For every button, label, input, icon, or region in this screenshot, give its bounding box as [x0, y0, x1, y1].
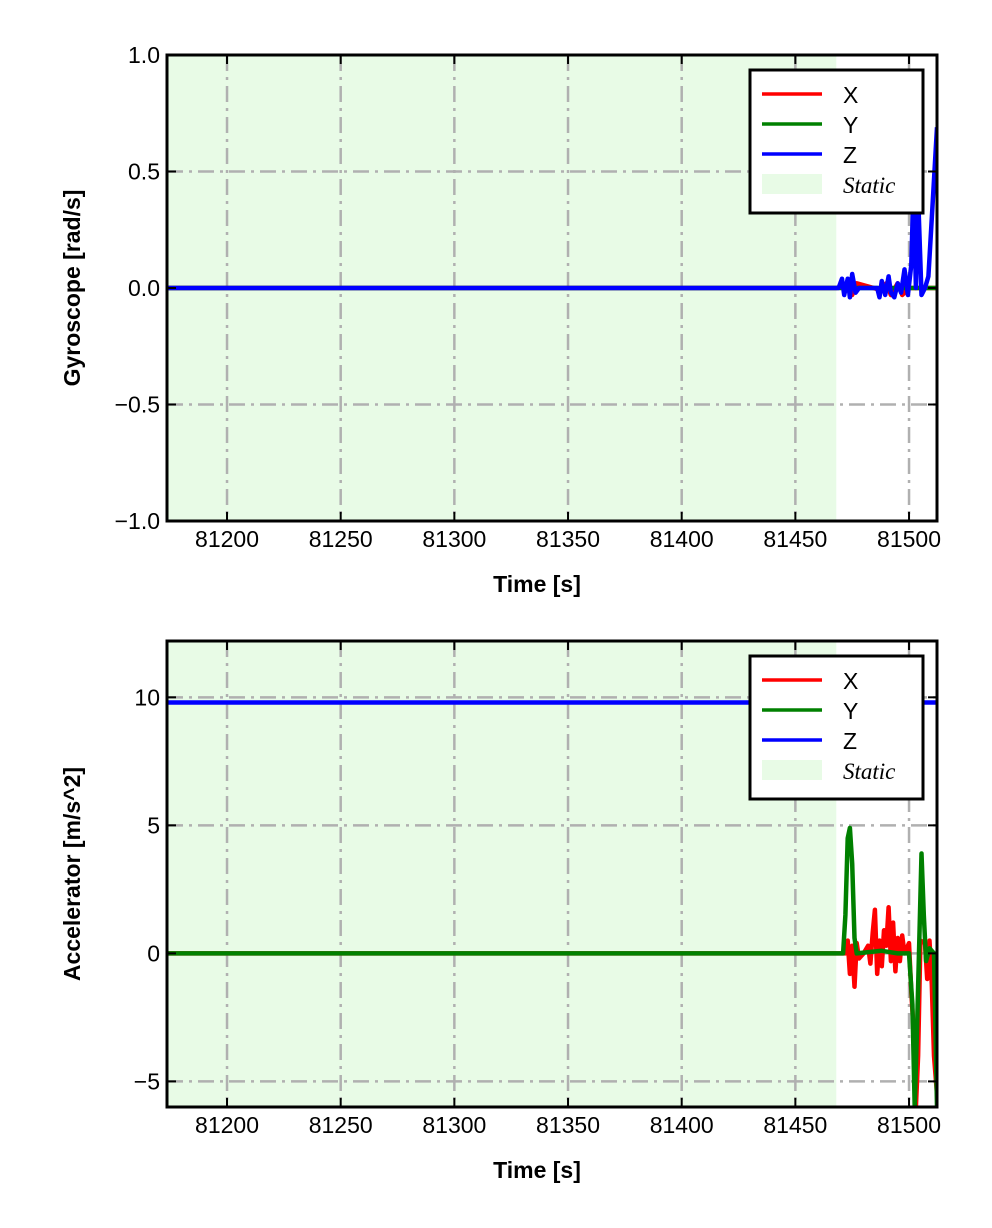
x-axis-label: Time [s] — [493, 571, 581, 597]
y-tick-label: 0 — [147, 940, 160, 966]
legend: XYZ Static — [748, 68, 925, 215]
y-tick-label: 1.0 — [128, 42, 160, 68]
plot-frame — [165, 639, 939, 1109]
x-tick-label: 81200 — [195, 1112, 259, 1138]
x-tick-label: 81300 — [422, 1112, 486, 1138]
x-tick-label: 81400 — [650, 526, 714, 552]
y-axis-label: Accelerator [m/s^2] — [59, 767, 85, 981]
x-tick-label: 81350 — [536, 526, 600, 552]
y-tick-label: 5 — [147, 812, 160, 838]
y-tick-label: −0.5 — [115, 392, 160, 418]
series-group — [167, 127, 937, 300]
series-line-y — [167, 825, 937, 1107]
legend-label-z: Z — [843, 728, 857, 754]
y-tick-label: 0.5 — [128, 159, 160, 185]
series-line-z — [167, 127, 937, 300]
y-tick-label: 0.0 — [128, 275, 160, 301]
x-tick-label: 81500 — [877, 526, 941, 552]
x-tick-label: 81450 — [763, 526, 827, 552]
accelerometer-chart: 81200 81250 81300 81350 81400 81450 81500 10 5 0 −… — [59, 639, 941, 1183]
x-tick-label: 81350 — [536, 1112, 600, 1138]
legend-label-z: Z — [843, 142, 857, 168]
x-tick-label: 81200 — [195, 526, 259, 552]
legend-swatch-static — [762, 174, 822, 194]
static-region — [167, 641, 837, 1107]
y-tick-label: −5 — [134, 1068, 160, 1094]
legend-label-static: Static — [843, 759, 895, 784]
y-tick-label: 10 — [134, 684, 160, 710]
x-tick-label: 81450 — [763, 1112, 827, 1138]
x-tick-label: 81250 — [309, 526, 373, 552]
x-tick-label: 81400 — [650, 1112, 714, 1138]
legend-label-x: X — [843, 82, 858, 108]
gyroscope-chart: 81200 81250 81300 81350 81400 81450 81500 1.0 0.… — [59, 42, 941, 597]
x-axis-label: Time [s] — [493, 1157, 581, 1183]
x-tick-label: 81300 — [422, 526, 486, 552]
y-tick-label: −1.0 — [115, 508, 160, 534]
y-axis-label: Gyroscope [rad/s] — [59, 190, 85, 387]
x-tick-label: 81500 — [877, 1112, 941, 1138]
legend: XYZ Static — [748, 654, 925, 801]
legend-label-y: Y — [843, 698, 858, 724]
x-tick-label: 81250 — [309, 1112, 373, 1138]
legend-label-y: Y — [843, 112, 858, 138]
legend-label-static: Static — [843, 173, 895, 198]
legend-swatch-static — [762, 760, 822, 780]
legend-label-x: X — [843, 668, 858, 694]
